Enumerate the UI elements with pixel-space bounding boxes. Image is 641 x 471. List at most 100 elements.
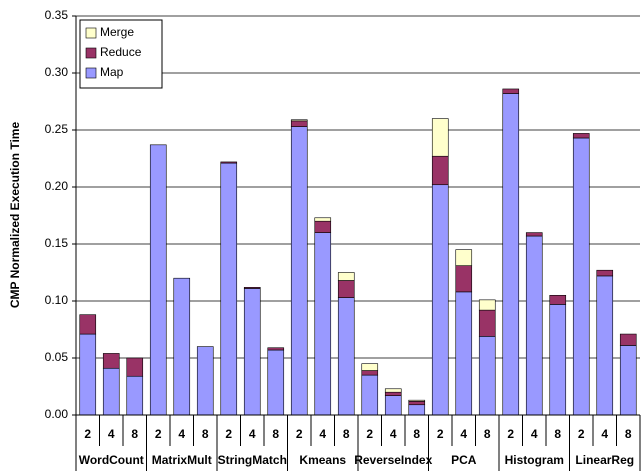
x-tick-label: 8 xyxy=(202,427,209,441)
bar-segment xyxy=(361,363,379,371)
bar-segment xyxy=(79,314,97,335)
bar-segment xyxy=(478,309,496,337)
legend-swatch xyxy=(85,67,97,79)
bar-segment xyxy=(267,347,285,351)
bar-segment xyxy=(502,88,520,94)
x-tick-label: 8 xyxy=(625,427,632,441)
legend-swatch xyxy=(85,47,97,59)
bar-segment xyxy=(596,275,614,416)
bar-segment xyxy=(455,265,473,293)
bar-segment xyxy=(384,388,402,393)
bar-segment xyxy=(126,357,144,377)
bar-segment xyxy=(549,304,567,416)
group-label: Histogram xyxy=(505,453,564,467)
bar-segment xyxy=(290,120,308,127)
bar-segment xyxy=(267,349,285,416)
bar-segment xyxy=(102,353,120,369)
x-tick-label: 8 xyxy=(484,427,491,441)
x-tick-label: 2 xyxy=(507,427,514,441)
bar-segment xyxy=(79,333,97,416)
x-tick-label: 8 xyxy=(554,427,561,441)
y-tick-label: 0.00 xyxy=(45,407,69,421)
bar-segment xyxy=(525,235,543,416)
bar-segment xyxy=(478,299,496,311)
group-label: StringMatch xyxy=(218,453,287,467)
bar-segment xyxy=(149,144,167,416)
bar-segment xyxy=(384,395,402,416)
x-tick-label: 2 xyxy=(84,427,91,441)
y-tick-label: 0.05 xyxy=(45,350,69,364)
y-tick-label: 0.10 xyxy=(45,293,69,307)
bar-segment xyxy=(478,336,496,416)
group-label: Kmeans xyxy=(299,453,346,467)
bar-segment xyxy=(572,133,590,139)
legend-label: Reduce xyxy=(100,45,142,59)
bar-segment xyxy=(361,370,379,376)
x-tick-label: 8 xyxy=(343,427,350,441)
bar-segment xyxy=(455,291,473,416)
x-tick-label: 4 xyxy=(531,427,538,441)
legend-label: Map xyxy=(100,65,124,79)
legend-label: Merge xyxy=(100,25,134,39)
x-tick-label: 4 xyxy=(178,427,185,441)
group-label: PCA xyxy=(451,453,477,467)
bar-segment xyxy=(408,404,426,416)
bar-segment xyxy=(314,217,332,222)
bar-segment xyxy=(384,391,402,396)
bar-segment xyxy=(549,294,567,305)
x-tick-label: 2 xyxy=(437,427,444,441)
group-label: MatrixMult xyxy=(152,453,212,467)
bar-segment xyxy=(337,280,355,298)
y-axis-label: CMP Normalized Execution Time xyxy=(8,122,22,309)
bar-segment xyxy=(126,375,144,416)
group-label: WordCount xyxy=(79,453,144,467)
bar-segment xyxy=(619,333,637,346)
x-tick-label: 8 xyxy=(413,427,420,441)
bar-segment xyxy=(290,119,308,122)
bar-segment xyxy=(619,345,637,416)
bar-segment xyxy=(290,126,308,416)
bar-segment xyxy=(502,93,520,416)
bar-segment xyxy=(220,161,238,164)
y-tick-label: 0.15 xyxy=(45,236,69,250)
x-tick-label: 4 xyxy=(601,427,608,441)
bar-segment xyxy=(361,374,379,416)
bar-segment xyxy=(525,232,543,237)
x-tick-label: 2 xyxy=(225,427,232,441)
x-tick-label: 2 xyxy=(296,427,303,441)
group-label: ReverseIndex xyxy=(354,453,432,467)
x-tick-label: 8 xyxy=(272,427,279,441)
bar-segment xyxy=(431,118,449,157)
bar-segment xyxy=(314,232,332,416)
y-tick-label: 0.30 xyxy=(45,65,69,79)
bar-segment xyxy=(455,249,473,266)
legend-swatch xyxy=(85,27,97,39)
x-tick-label: 8 xyxy=(131,427,138,441)
bar-segment xyxy=(596,269,614,277)
bar-segment xyxy=(408,399,426,402)
y-tick-label: 0.35 xyxy=(45,8,69,22)
bar-segment xyxy=(337,297,355,416)
bar-segment xyxy=(220,162,238,416)
bar-segment xyxy=(102,367,120,416)
x-tick-label: 4 xyxy=(249,427,256,441)
y-tick-label: 0.25 xyxy=(45,122,69,136)
y-tick-label: 0.20 xyxy=(45,179,69,193)
x-tick-label: 4 xyxy=(460,427,467,441)
group-label: LinearReg xyxy=(575,453,634,467)
bar-segment xyxy=(572,137,590,416)
x-tick-label: 4 xyxy=(319,427,326,441)
x-tick-label: 2 xyxy=(155,427,162,441)
bar-segment xyxy=(431,155,449,186)
x-tick-label: 2 xyxy=(578,427,585,441)
bar-segment xyxy=(173,277,191,416)
bar-segment xyxy=(431,184,449,416)
x-tick-label: 4 xyxy=(390,427,397,441)
bar-segment xyxy=(408,401,426,406)
x-tick-label: 2 xyxy=(366,427,373,441)
bar-segment xyxy=(243,288,261,416)
bar-segment xyxy=(196,346,214,416)
bar-segment xyxy=(243,287,261,289)
bar-segment xyxy=(314,220,332,233)
